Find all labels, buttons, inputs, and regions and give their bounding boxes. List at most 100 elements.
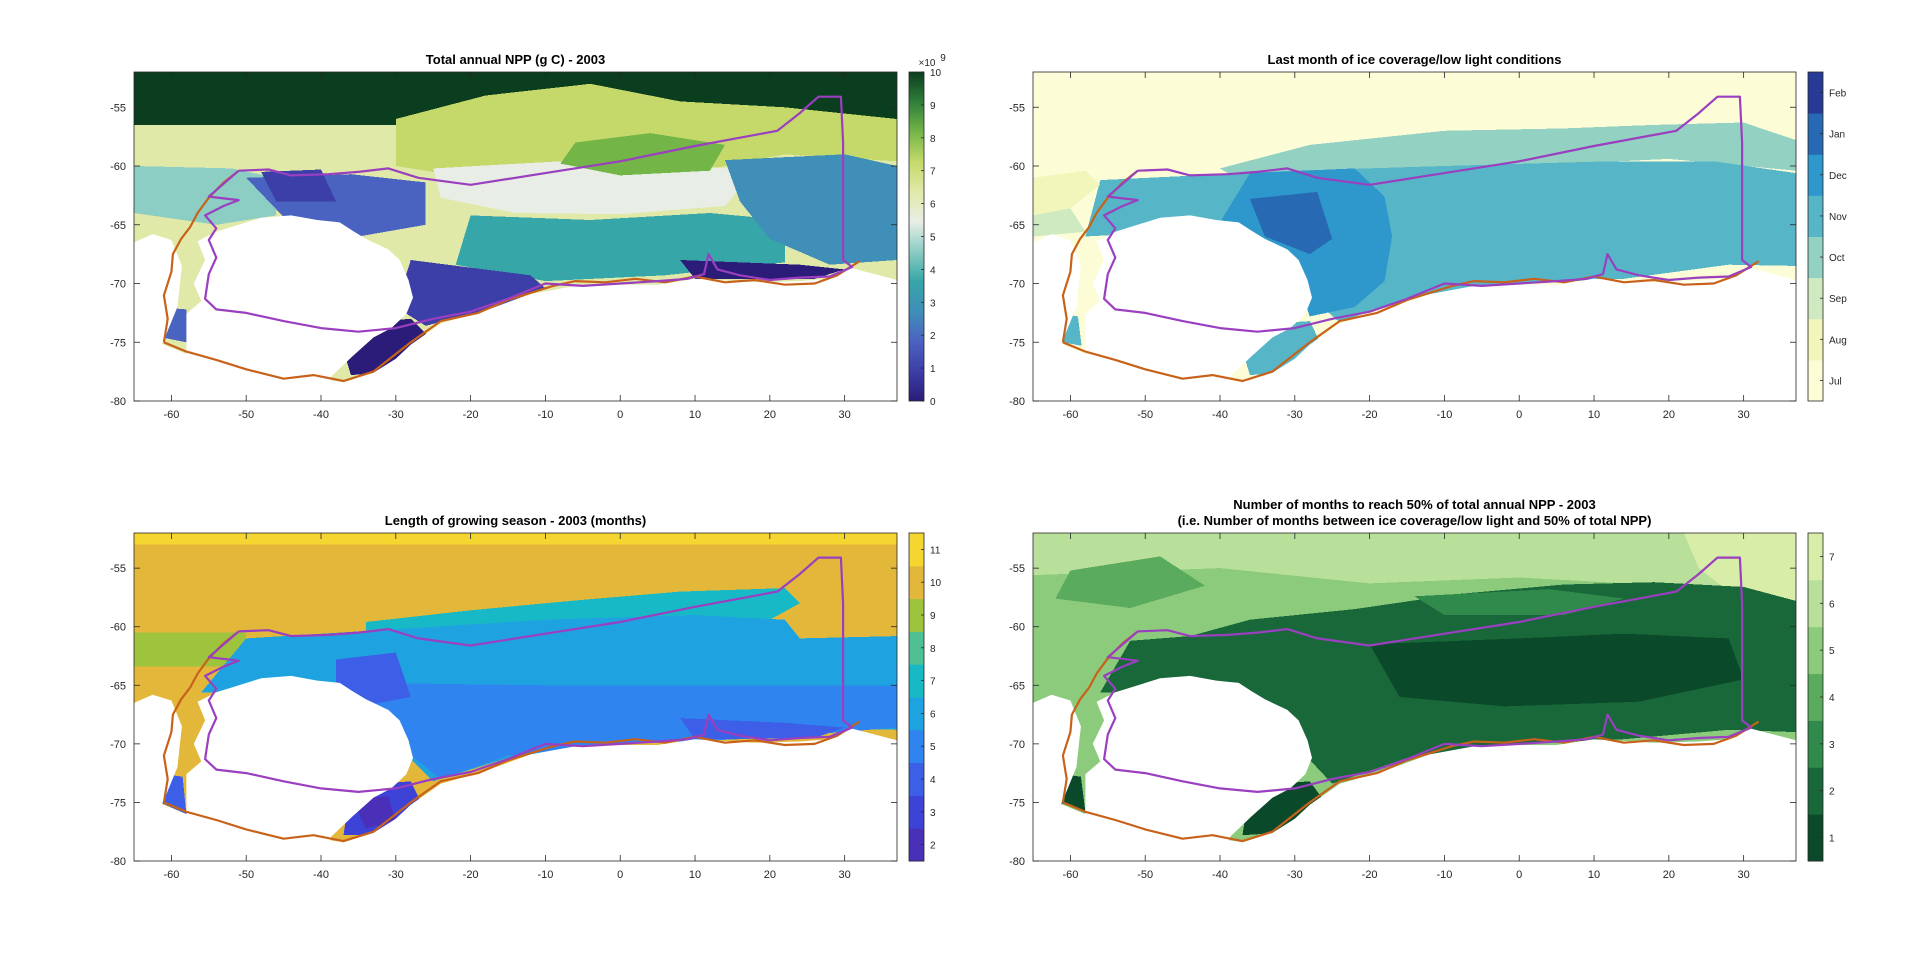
x-tick-label: -20 [463, 409, 479, 421]
map-panel: -60 -50 -40 -30 -20 -10 0 10 20 30 -55 -60 -65 -70 -75… [1009, 52, 1847, 421]
region-boundary [204, 556, 854, 793]
colorbar-frame [908, 71, 925, 402]
y-tick-label: -65 [1009, 220, 1025, 232]
x-tick-label: -10 [1436, 869, 1452, 881]
coastline [163, 260, 861, 383]
y-tick-label: -60 [1009, 622, 1025, 634]
field-region [134, 533, 897, 545]
y-tick-label: -60 [110, 622, 126, 634]
land-mask [1085, 675, 1312, 861]
colorbar: Jul Aug Sep Oct Nov Dec Jan Feb [1807, 71, 1847, 402]
y-tick-label: -65 [110, 220, 126, 232]
colorbar-label: 1 [930, 364, 936, 375]
x-tick-label: 30 [1738, 409, 1750, 421]
x-tick-label: -60 [1062, 869, 1078, 881]
region-boundary [1103, 556, 1753, 793]
x-tick-label: -10 [1436, 409, 1452, 421]
land-mask [134, 728, 897, 861]
colorbar-segment [909, 565, 924, 600]
colorbar-label: 7 [930, 167, 936, 178]
field-region [1033, 533, 1796, 597]
field-region [1055, 556, 1205, 608]
field-region [365, 682, 897, 779]
colorbar-segment [1808, 195, 1823, 237]
x-tick-label: -10 [537, 409, 553, 421]
colorbar-segment [1808, 236, 1823, 279]
colorbar-label: 2 [1829, 787, 1835, 798]
axes-frame [1032, 532, 1797, 862]
colorbar-segment [909, 697, 924, 731]
field-region [725, 154, 897, 265]
colorbar-label: 4 [930, 775, 936, 786]
coastline [1062, 260, 1760, 383]
y-tick-label: -60 [1009, 161, 1025, 173]
colorbar-segment [909, 533, 924, 567]
field-region [395, 83, 897, 178]
axes-frame [1032, 71, 1797, 402]
coastline [1062, 720, 1760, 843]
colorbar-label: 8 [930, 644, 936, 655]
x-tick-label: 0 [617, 409, 623, 421]
x-tick-label: -50 [238, 409, 254, 421]
colorbar-segment [1808, 154, 1823, 196]
x-tick-label: 10 [689, 869, 701, 881]
colorbar-segment [1808, 113, 1823, 155]
chart-title: Number of months to reach 50% of total a… [1233, 497, 1595, 512]
region-boundary [204, 95, 854, 333]
colorbar-label: 2 [930, 841, 936, 852]
colorbar-segment [1808, 533, 1823, 581]
map-field [134, 533, 897, 861]
colorbar-segment [909, 795, 924, 829]
colorbar-label: Aug [1829, 335, 1847, 346]
y-tick-label: -55 [1009, 563, 1025, 575]
field-region [1369, 633, 1744, 707]
y-tick-label: -70 [110, 279, 126, 291]
colorbar-segment [1808, 626, 1823, 675]
y-tick-label: -75 [1009, 337, 1025, 349]
colorbar-label: 9 [930, 611, 936, 622]
coastline [163, 720, 861, 843]
colorbar-segment [909, 664, 924, 698]
colorbar-label: Dec [1829, 171, 1847, 182]
colorbar-segment [1808, 579, 1823, 628]
x-tick-label: -40 [1212, 409, 1228, 421]
colorbar-label: 6 [930, 709, 936, 720]
colorbar-segment [1808, 673, 1823, 721]
colorbar-label: 1 [1829, 834, 1835, 845]
colorbar-segment [909, 729, 924, 764]
x-tick-label: -10 [537, 869, 553, 881]
y-tick-label: -75 [110, 797, 126, 809]
colorbar-label: Nov [1829, 212, 1847, 223]
x-tick-label: -40 [313, 409, 329, 421]
colorbar-label: Oct [1829, 253, 1845, 264]
colorbar-label: 11 [930, 545, 941, 556]
x-tick-label: -40 [1212, 869, 1228, 881]
land-mask [1033, 268, 1796, 401]
field-region [680, 718, 845, 740]
colorbar-segment [909, 631, 924, 665]
x-tick-label: -30 [388, 869, 404, 881]
field-region [433, 161, 755, 215]
field-region [1249, 191, 1333, 255]
x-tick-label: -60 [1062, 409, 1078, 421]
colorbar-segment [909, 762, 924, 796]
x-tick-label: -30 [388, 409, 404, 421]
x-tick-label: 0 [1516, 869, 1522, 881]
map-field [1033, 533, 1796, 861]
y-tick-label: -80 [1009, 856, 1025, 868]
colorbar-label: Jan [1829, 130, 1845, 141]
y-tick-label: -70 [1009, 279, 1025, 291]
field-region [680, 260, 845, 279]
land-mask [186, 675, 413, 861]
colorbar-label: 7 [1829, 552, 1835, 563]
x-tick-label: -60 [163, 869, 179, 881]
chart-title: Last month of ice coverage/low light con… [1268, 52, 1562, 67]
colorbar-label: 6 [1829, 599, 1835, 610]
x-tick-label: -20 [463, 869, 479, 881]
x-tick-label: 10 [689, 409, 701, 421]
field-region [1414, 589, 1624, 615]
x-tick-label: 10 [1588, 409, 1600, 421]
colorbar-frame [1807, 532, 1824, 862]
x-tick-label: 20 [764, 869, 776, 881]
